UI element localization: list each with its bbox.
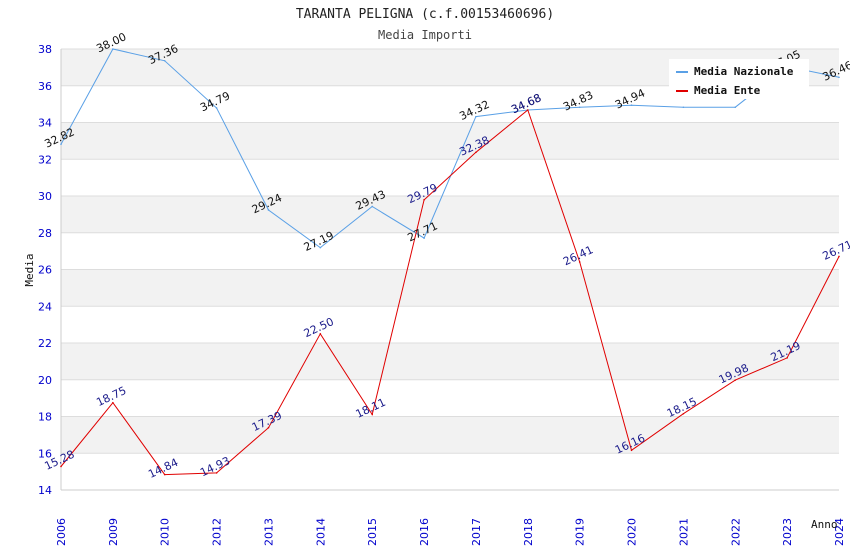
data-point <box>682 106 685 109</box>
data-point <box>734 379 737 381</box>
grid-band <box>61 453 839 490</box>
y-axis-ticks: 14 16 18 20 22 24 26 28 30 32 34 36 38 <box>38 43 52 497</box>
x-tick-label: 2013 <box>262 518 275 546</box>
data-point <box>319 333 322 335</box>
x-tick-label: 2010 <box>159 518 172 546</box>
y-tick-label: 22 <box>38 337 52 350</box>
data-point <box>475 151 477 154</box>
grid-band <box>61 379 839 417</box>
y-tick-label: 38 <box>38 43 52 56</box>
x-tick-label: 2012 <box>211 518 224 546</box>
x-tick-label: 2021 <box>677 518 690 546</box>
x-tick-label: 2024 <box>833 518 846 546</box>
x-tick-label: 2014 <box>314 518 327 546</box>
x-tick-label: 2006 <box>55 518 68 546</box>
x-tick-label: 2018 <box>522 518 535 546</box>
data-point <box>319 246 322 249</box>
x-axis-ticks: 2006 2009 2010 2012 2013 2014 2015 2016 2017 2018… <box>55 518 846 546</box>
data-point <box>163 59 166 62</box>
data-point <box>578 106 581 109</box>
y-tick-label: 18 <box>38 411 52 424</box>
data-point <box>267 426 270 429</box>
data-point <box>215 472 218 474</box>
data-point <box>734 106 737 109</box>
data-point <box>371 413 374 416</box>
x-tick-label: 2020 <box>626 518 639 546</box>
grid-band <box>61 196 839 233</box>
data-point <box>578 261 581 263</box>
data-point <box>267 209 270 211</box>
legend-label-nazionale: Media Nazionale <box>694 65 794 78</box>
y-axis-label: Media <box>23 253 36 286</box>
grid-band <box>61 416 839 454</box>
data-point <box>423 199 425 201</box>
grid-band <box>61 269 839 307</box>
y-tick-label: 20 <box>38 374 52 387</box>
y-tick-label: 36 <box>38 80 52 93</box>
data-point <box>112 48 114 50</box>
x-axis-label: Anno <box>811 518 838 531</box>
data-point <box>112 401 114 404</box>
y-tick-label: 16 <box>38 447 52 460</box>
data-point <box>60 465 62 468</box>
series-line-ente <box>60 109 840 476</box>
data-point <box>838 76 840 79</box>
y-tick-label: 30 <box>38 190 52 203</box>
series-line-nazionale <box>60 48 840 249</box>
data-point <box>786 357 788 359</box>
grid-band <box>61 122 839 160</box>
legend: Media Nazionale Media Ente <box>669 59 809 99</box>
data-point <box>60 143 62 145</box>
x-tick-label: 2016 <box>418 518 431 546</box>
data-point <box>630 449 633 452</box>
chart-subtitle: Media Importi <box>378 28 472 42</box>
y-tick-label: 32 <box>38 153 52 166</box>
y-tick-label: 34 <box>38 117 52 130</box>
y-tick-label: 28 <box>38 227 52 240</box>
grid-bands <box>61 49 839 490</box>
x-tick-label: 2015 <box>366 518 379 546</box>
legend-box <box>669 59 809 99</box>
y-tick-label: 24 <box>38 300 52 313</box>
data-point <box>682 412 685 415</box>
chart-title: TARANTA PELIGNA (c.f.00153460696) <box>296 7 554 22</box>
x-tick-label: 2022 <box>729 518 742 546</box>
x-tick-label: 2023 <box>781 518 794 546</box>
grid-lines <box>60 48 839 491</box>
data-point <box>527 109 529 111</box>
y-tick-label: 26 <box>38 264 52 277</box>
legend-label-ente: Media Ente <box>694 84 761 97</box>
data-point <box>215 107 218 109</box>
data-point <box>163 473 166 476</box>
x-tick-label: 2019 <box>574 518 587 546</box>
y-tick-label: 14 <box>38 484 52 497</box>
grid-band <box>61 343 839 380</box>
data-point <box>630 104 633 107</box>
data-point <box>475 115 477 118</box>
series-lines <box>60 48 840 476</box>
grid-band <box>61 306 839 343</box>
data-point <box>423 237 425 239</box>
x-tick-label: 2009 <box>107 518 120 546</box>
data-point <box>371 205 374 208</box>
data-point <box>838 255 840 258</box>
grid-band <box>61 232 839 270</box>
x-tick-label: 2017 <box>470 518 483 546</box>
